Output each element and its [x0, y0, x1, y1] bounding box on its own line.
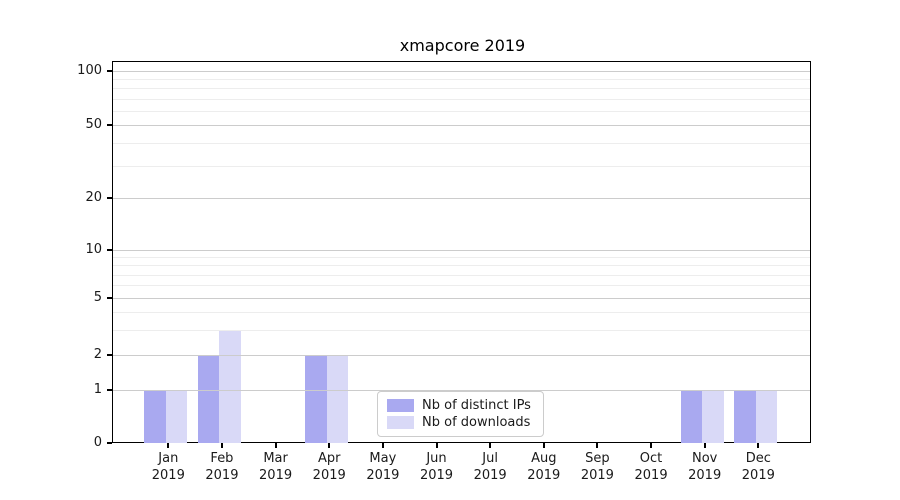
- legend-swatch-distinct-ips: [387, 399, 414, 412]
- x-tick-mark: [650, 443, 653, 448]
- x-tick-label: Dec 2019: [726, 450, 790, 484]
- x-tick-label: Oct 2019: [619, 450, 683, 484]
- y-tick-label: 5: [93, 290, 102, 305]
- x-tick-year: 2019: [151, 468, 185, 483]
- x-tick-label: Jul 2019: [458, 450, 522, 484]
- x-tick-month: Nov: [692, 451, 718, 466]
- x-tick-year: 2019: [312, 468, 346, 483]
- x-tick-year: 2019: [527, 468, 561, 483]
- x-tick-month: Dec: [745, 451, 771, 466]
- chart-title: xmapcore 2019: [399, 36, 526, 55]
- x-tick-year: 2019: [205, 468, 239, 483]
- x-tick-mark: [542, 443, 545, 448]
- x-tick-mark: [435, 443, 438, 448]
- legend-label-distinct-ips: Nb of distinct IPs: [422, 398, 531, 413]
- x-tick-mark: [220, 443, 223, 448]
- y-tick-label: 2: [93, 347, 102, 362]
- x-tick-label: Jan 2019: [136, 450, 200, 484]
- x-tick-mark: [167, 443, 170, 448]
- x-tick-label: May 2019: [351, 450, 415, 484]
- x-tick-label: Feb 2019: [190, 450, 254, 484]
- y-tick-label: 1: [93, 382, 102, 397]
- legend-item-downloads: Nb of downloads: [387, 415, 534, 430]
- x-tick-year: 2019: [259, 468, 293, 483]
- y-tick-label: 50: [85, 117, 102, 132]
- x-tick-month: Feb: [210, 451, 234, 466]
- x-tick-year: 2019: [634, 468, 668, 483]
- x-tick-year: 2019: [473, 468, 507, 483]
- x-tick-label: Nov 2019: [673, 450, 737, 484]
- x-tick-label: Aug 2019: [512, 450, 576, 484]
- y-tick-label: 20: [85, 190, 102, 205]
- x-tick-mark: [274, 443, 277, 448]
- x-tick-label: Jun 2019: [405, 450, 469, 484]
- x-tick-month: Jun: [426, 451, 447, 466]
- y-tick-label: 10: [85, 242, 102, 257]
- legend: Nb of distinct IPs Nb of downloads: [377, 391, 544, 437]
- x-tick-month: Aug: [531, 451, 557, 466]
- x-tick-month: Oct: [639, 451, 663, 466]
- x-tick-month: Sep: [585, 451, 610, 466]
- plot-area: [112, 61, 811, 443]
- x-tick-mark: [596, 443, 599, 448]
- y-tick-label: 100: [77, 63, 102, 78]
- y-tick-label: 0: [93, 435, 102, 450]
- x-tick-year: 2019: [580, 468, 614, 483]
- x-tick-year: 2019: [741, 468, 775, 483]
- x-tick-mark: [381, 443, 384, 448]
- x-tick-mark: [757, 443, 760, 448]
- legend-swatch-downloads: [387, 416, 414, 429]
- x-tick-mark: [328, 443, 331, 448]
- x-tick-label: Sep 2019: [565, 450, 629, 484]
- x-tick-year: 2019: [688, 468, 722, 483]
- x-tick-year: 2019: [419, 468, 454, 483]
- x-tick-month: Mar: [263, 451, 288, 466]
- x-tick-year: 2019: [366, 468, 400, 483]
- x-tick-label: Apr 2019: [297, 450, 361, 484]
- x-tick-month: Jul: [482, 451, 498, 466]
- x-tick-month: Jan: [158, 451, 179, 466]
- x-tick-mark: [703, 443, 706, 448]
- x-tick-month: May: [369, 451, 397, 466]
- legend-item-distinct-ips: Nb of distinct IPs: [387, 398, 534, 413]
- legend-label-downloads: Nb of downloads: [422, 415, 531, 430]
- x-tick-label: Mar 2019: [244, 450, 308, 484]
- x-tick-mark: [489, 443, 492, 448]
- x-tick-month: Apr: [317, 451, 341, 466]
